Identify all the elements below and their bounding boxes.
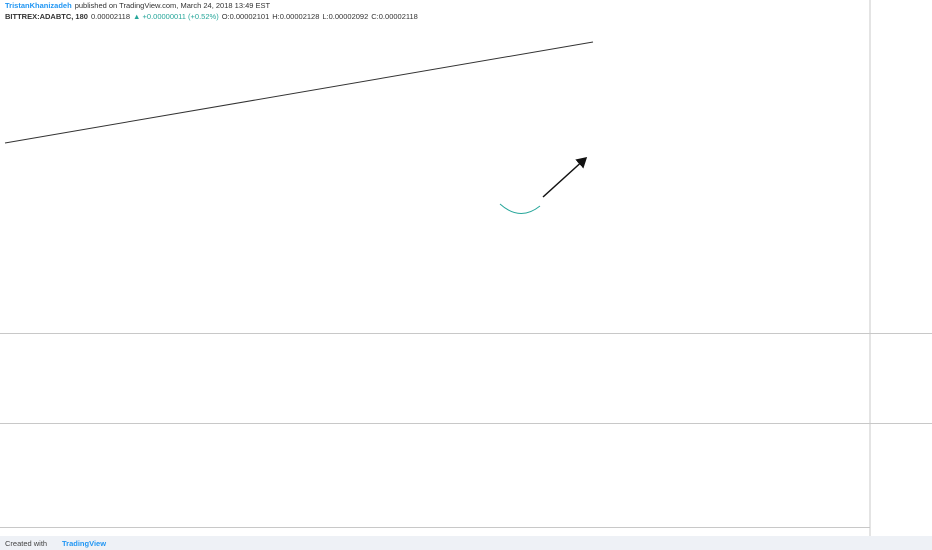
high: H:0.00002128 bbox=[272, 12, 320, 21]
price: 0.00002118 bbox=[90, 12, 131, 21]
header-line-1: TristanKhanizadeh published on TradingVie… bbox=[5, 1, 273, 10]
trend-line-drawing bbox=[4, 41, 594, 144]
author[interactable]: TristanKhanizadeh bbox=[5, 1, 72, 10]
footer: Created with TradingView bbox=[0, 536, 932, 550]
curve-drawing bbox=[499, 203, 541, 214]
close: C:0.00002118 bbox=[371, 12, 418, 21]
chart bbox=[0, 0, 932, 536]
header-line-2: BITTREX:ADABTC, 180 0.00002118 ▲ +0.000000… bbox=[5, 12, 421, 21]
brand[interactable]: TradingView bbox=[62, 539, 107, 548]
created-with: Created with bbox=[5, 539, 48, 548]
published: published on TradingView.com, March 24, … bbox=[74, 1, 271, 10]
low: L:0.00002092 bbox=[322, 12, 369, 21]
arrow-drawing bbox=[542, 156, 588, 198]
change: ▲ +0.00000011 (+0.52%) bbox=[133, 12, 219, 21]
open: O:0.00002101 bbox=[221, 12, 270, 21]
symbol: BITTREX:ADABTC, 180 bbox=[5, 12, 88, 21]
